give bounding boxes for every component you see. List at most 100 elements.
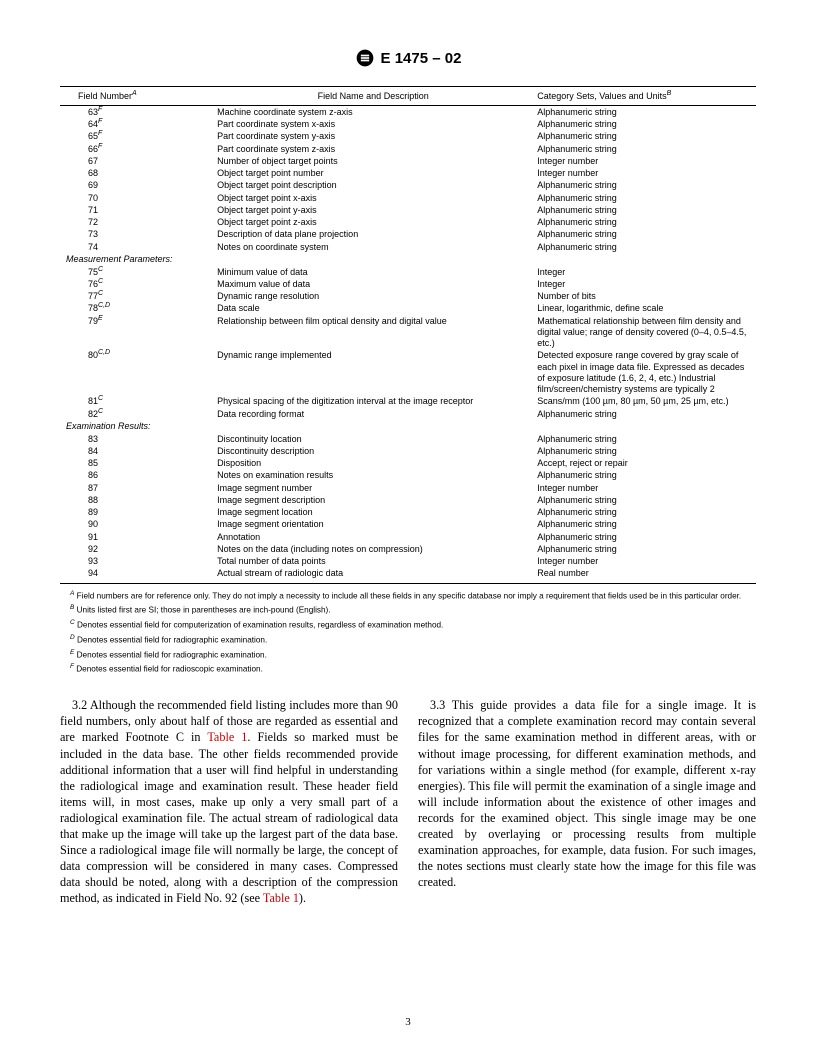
field-description: Relationship between film optical densit… [213, 315, 533, 350]
field-number: 83 [60, 433, 213, 445]
field-description: Number of object target points [213, 155, 533, 167]
field-category: Number of bits [533, 291, 756, 303]
field-description: Part coordinate system z-axis [213, 143, 533, 155]
table-row: Measurement Parameters: [60, 253, 756, 266]
field-category: Integer [533, 266, 756, 278]
table-row: 63FMachine coordinate system z-axisAlpha… [60, 106, 756, 119]
col-header-category: Category Sets, Values and UnitsB [533, 87, 756, 106]
field-category: Integer number [533, 168, 756, 180]
table-row: 69Object target point descriptionAlphanu… [60, 180, 756, 192]
footnotes: A Field numbers are for reference only. … [60, 590, 756, 676]
field-number: 69 [60, 180, 213, 192]
field-description: Notes on examination results [213, 470, 533, 482]
table-row: 94Actual stream of radiologic dataReal n… [60, 568, 756, 583]
field-number: 63F [60, 106, 213, 119]
field-number: 88 [60, 494, 213, 506]
field-description: Minimum value of data [213, 266, 533, 278]
footnote: C Denotes essential field for computeriz… [60, 619, 756, 631]
table-row: 93Total number of data pointsInteger num… [60, 556, 756, 568]
table-row: 72Object target point z-axisAlphanumeric… [60, 217, 756, 229]
astm-logo [355, 48, 375, 68]
field-number: 84 [60, 445, 213, 457]
table-row: 80C,DDynamic range implementedDetected e… [60, 350, 756, 396]
field-description: Image segment orientation [213, 519, 533, 531]
field-number: 86 [60, 470, 213, 482]
field-category: Integer [533, 278, 756, 290]
table-row: 85DispositionAccept, reject or repair [60, 458, 756, 470]
paragraph-3-2: 3.2 Although the recommended field listi… [60, 697, 398, 906]
field-description: Total number of data points [213, 556, 533, 568]
table-1-link: Table 1 [263, 891, 299, 905]
field-number: 66F [60, 143, 213, 155]
col-header-field-number: Field NumberA [60, 87, 213, 106]
table-row: 64FPart coordinate system x-axisAlphanum… [60, 119, 756, 131]
field-category: Real number [533, 568, 756, 583]
table-row: 81CPhysical spacing of the digitization … [60, 396, 756, 408]
field-description: Part coordinate system x-axis [213, 119, 533, 131]
field-description: Dynamic range implemented [213, 350, 533, 396]
field-category: Alphanumeric string [533, 217, 756, 229]
field-description: Part coordinate system y-axis [213, 131, 533, 143]
field-description: Notes on coordinate system [213, 241, 533, 253]
table-1-link: Table 1 [207, 730, 247, 744]
field-description: Object target point number [213, 168, 533, 180]
field-description: Annotation [213, 531, 533, 543]
table-row: 92Notes on the data (including notes on … [60, 543, 756, 555]
field-category: Scans/mm (100 µm, 80 µm, 50 µm, 25 µm, e… [533, 396, 756, 408]
field-category: Linear, logarithmic, define scale [533, 303, 756, 315]
field-description: Machine coordinate system z-axis [213, 106, 533, 119]
footnote: E Denotes essential field for radiograph… [60, 649, 756, 661]
field-category: Alphanumeric string [533, 204, 756, 216]
field-category: Alphanumeric string [533, 494, 756, 506]
field-number: 67 [60, 155, 213, 167]
section-header: Measurement Parameters: [60, 253, 756, 266]
field-number: 80C,D [60, 350, 213, 396]
field-description: Image segment description [213, 494, 533, 506]
col-header-description: Field Name and Description [213, 87, 533, 106]
field-number: 71 [60, 204, 213, 216]
footnote: D Denotes essential field for radiograph… [60, 634, 756, 646]
table-row: 79ERelationship between film optical den… [60, 315, 756, 350]
field-category: Alphanumeric string [533, 229, 756, 241]
table-row: 70Object target point x-axisAlphanumeric… [60, 192, 756, 204]
document-header: E 1475 – 02 [60, 48, 756, 68]
field-category: Alphanumeric string [533, 543, 756, 555]
table-row: 67Number of object target pointsInteger … [60, 155, 756, 167]
field-category: Alphanumeric string [533, 445, 756, 457]
field-category: Alphanumeric string [533, 180, 756, 192]
table-row: 75CMinimum value of dataInteger [60, 266, 756, 278]
footnote: F Denotes essential field for radioscopi… [60, 663, 756, 675]
table-row: 77CDynamic range resolutionNumber of bit… [60, 291, 756, 303]
field-number: 87 [60, 482, 213, 494]
field-description: Notes on the data (including notes on co… [213, 543, 533, 555]
table-row: 71Object target point y-axisAlphanumeric… [60, 204, 756, 216]
table-row: 65FPart coordinate system y-axisAlphanum… [60, 131, 756, 143]
field-category: Alphanumeric string [533, 519, 756, 531]
table-row: 76CMaximum value of dataInteger [60, 278, 756, 290]
paragraph-3-3: 3.3 This guide provides a data file for … [418, 697, 756, 890]
field-description: Image segment location [213, 507, 533, 519]
field-number: 76C [60, 278, 213, 290]
field-description: Discontinuity description [213, 445, 533, 457]
field-number: 65F [60, 131, 213, 143]
field-category: Integer number [533, 155, 756, 167]
field-category: Mathematical relationship between film d… [533, 315, 756, 350]
field-number: 85 [60, 458, 213, 470]
field-description: Physical spacing of the digitization int… [213, 396, 533, 408]
field-description: Data recording format [213, 408, 533, 420]
field-number: 78C,D [60, 303, 213, 315]
table-row: 89Image segment locationAlphanumeric str… [60, 507, 756, 519]
table-row: 90Image segment orientationAlphanumeric … [60, 519, 756, 531]
field-number: 74 [60, 241, 213, 253]
table-row: 82CData recording formatAlphanumeric str… [60, 408, 756, 420]
field-number: 68 [60, 168, 213, 180]
table-row: 86Notes on examination resultsAlphanumer… [60, 470, 756, 482]
field-category: Alphanumeric string [533, 143, 756, 155]
field-description: Disposition [213, 458, 533, 470]
field-number: 64F [60, 119, 213, 131]
field-number: 94 [60, 568, 213, 583]
field-category: Alphanumeric string [533, 106, 756, 119]
table-row: 73Description of data plane projectionAl… [60, 229, 756, 241]
field-category: Alphanumeric string [533, 470, 756, 482]
field-description: Dynamic range resolution [213, 291, 533, 303]
